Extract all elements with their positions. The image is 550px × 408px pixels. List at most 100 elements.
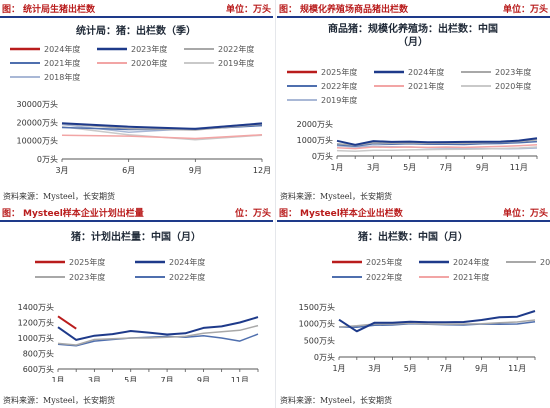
header-title: 规模化养殖场商品猪出栏数 [300, 4, 409, 15]
x-tick-label: 1月 [51, 376, 64, 382]
x-tick-label: 7月 [439, 364, 452, 373]
header-unit: 单位：万头 [502, 208, 548, 219]
x-tick-label: 5月 [404, 364, 417, 373]
source-note: 资料来源：Mysteel，长安期货 [3, 192, 116, 201]
legend-label: 2022年度 [321, 81, 357, 91]
legend-label: 2022年度 [169, 272, 205, 282]
y-tick-label: 800万头 [23, 349, 54, 359]
chart-large-scale-farms: 商品猪：规模化养殖场：出栏数：中国（月） 2025年度 2024年度 2023年度 20… [287, 22, 538, 172]
series-line [61, 134, 263, 140]
panel-header: 图： Mysteel样本企业出栏数 单位：万头 [277, 204, 550, 222]
y-tick-label: 2000万头 [297, 119, 333, 129]
y-tick-label: 1200万头 [18, 318, 54, 328]
series-line [336, 144, 538, 150]
panel-planned-slaughter: 图： Mysteel样本企业计划出栏量 位：万头 猪：计划出栏量：中国（月） 202… [0, 204, 273, 408]
legend-label: 2024年度 [169, 257, 205, 267]
x-tick-label: 7月 [440, 163, 453, 172]
panel-stats-bureau: 图： 统计局生猪出栏数 单位：万头 统计局：猪：出栏数（季） 2024年度 2023年… [0, 0, 273, 204]
y-tick-label: 0万头 [312, 151, 333, 161]
header-title: Mysteel样本企业出栏数 [300, 208, 403, 219]
y-tick-label: 1000万头 [18, 333, 54, 343]
series-line [336, 140, 538, 147]
y-tick-label: 1000万头 [299, 319, 335, 329]
x-tick-label: 3月 [55, 166, 68, 175]
legend-label: 2021年度 [44, 58, 80, 68]
x-tick-label: 11月 [231, 376, 249, 382]
y-tick-label: 1500万头 [299, 302, 335, 312]
legend-label: 2024年度 [44, 44, 80, 54]
x-tick-label: 12月 [253, 166, 271, 175]
x-tick-label: 9月 [197, 376, 210, 382]
y-tick-label: 0万头 [37, 154, 58, 164]
x-tick-label: 1月 [330, 163, 343, 172]
source-note: 资料来源：Mysteel，长安期货 [280, 396, 393, 405]
series-line [57, 315, 77, 330]
legend-label: 2024年度 [453, 257, 489, 267]
legend-label: 2022年度 [366, 272, 402, 282]
y-tick-label: 10000万头 [17, 136, 58, 146]
legend-label: 2019年度 [321, 95, 357, 105]
legend-label: 2023年度 [69, 272, 105, 282]
x-tick-label: 5月 [124, 376, 137, 382]
chart-title-line: （月） [398, 35, 428, 48]
header-title: 统计局生猪出栏数 [23, 4, 96, 15]
legend-label: 2025年度 [69, 257, 105, 267]
header-prefix: 图： [2, 4, 21, 15]
header-unit: 单位：万头 [225, 4, 271, 15]
panel-large-scale-farms: 图： 规模化养殖场商品猪出栏数 单位：万头 商品猪：规模化养殖场：出栏数：中国（月… [277, 0, 550, 204]
x-tick-label: 1月 [332, 364, 345, 373]
column-divider [275, 0, 276, 408]
legend-label: 2023年度 [540, 257, 550, 267]
header-prefix: 图： [2, 208, 21, 219]
series-line [57, 324, 259, 346]
x-tick-label: 5月 [403, 163, 416, 172]
header-prefix: 图： [279, 4, 298, 15]
panel-header: 图： Mysteel样本企业计划出栏量 位：万头 [0, 204, 273, 222]
x-tick-label: 11月 [510, 163, 528, 172]
chart-title: 猪：出栏数：中国（月） [357, 230, 468, 243]
header-unit: 单位：万头 [502, 4, 548, 15]
x-tick-label: 6月 [122, 166, 135, 175]
y-tick-label: 20000万头 [17, 117, 58, 127]
chart-stats-bureau: 统计局：猪：出栏数（季） 2024年度 2023年度 2022年度 2021年度 2020… [10, 24, 271, 175]
chart-planned-slaughter: 猪：计划出栏量：中国（月） 2025年度 2024年度 2023年度 2022年度 600… [18, 230, 259, 382]
series-line [57, 316, 259, 341]
legend-label: 2021年度 [408, 81, 444, 91]
legend-label: 2019年度 [218, 58, 254, 68]
panel-sample-slaughter: 图： Mysteel样本企业出栏数 单位：万头 猪：出栏数：中国（月） 2025年度… [277, 204, 550, 408]
chart-sample-slaughter: 猪：出栏数：中国（月） 2025年度 2024年度 2023年度 2022年度 2021年… [299, 230, 550, 373]
series-line [336, 137, 538, 146]
x-tick-label: 3月 [368, 364, 381, 373]
header-title: Mysteel样本企业计划出栏量 [23, 208, 144, 219]
x-tick-label: 3月 [367, 163, 380, 172]
header-prefix: 图： [279, 208, 298, 219]
y-tick-label: 30000万头 [17, 99, 58, 109]
chart-title: 猪：计划出栏量：中国（月） [70, 230, 201, 243]
x-tick-label: 9月 [475, 364, 488, 373]
legend-label: 2018年度 [44, 72, 80, 82]
y-tick-label: 1400万头 [18, 302, 54, 312]
chart-title: 统计局：猪：出栏数（季） [76, 24, 196, 37]
legend-label: 2024年度 [408, 67, 444, 77]
legend-label: 2023年度 [131, 44, 167, 54]
y-tick-label: 0万头 [314, 352, 335, 362]
chart-title-line: 商品猪：规模化养殖场：出栏数：中国 [328, 22, 498, 35]
y-tick-label: 500万头 [304, 335, 335, 345]
x-tick-label: 9月 [189, 166, 202, 175]
panel-header: 图： 统计局生猪出栏数 单位：万头 [0, 0, 273, 18]
series-line [61, 122, 263, 130]
y-tick-label: 1000万头 [297, 135, 333, 145]
legend-label: 2020年度 [131, 58, 167, 68]
panel-header: 图： 规模化养殖场商品猪出栏数 单位：万头 [277, 0, 550, 18]
source-note: 资料来源：Mysteel，长安期货 [280, 192, 393, 201]
legend-label: 2021年度 [453, 272, 489, 282]
x-tick-label: 9月 [476, 163, 489, 172]
legend-label: 2020年度 [495, 81, 531, 91]
x-tick-label: 3月 [88, 376, 101, 382]
legend-label: 2022年度 [218, 44, 254, 54]
y-tick-label: 600万头 [23, 364, 54, 374]
legend-label: 2023年度 [495, 67, 531, 77]
chart-title: 商品猪：规模化养殖场：出栏数：中国（月） [328, 22, 498, 48]
x-tick-label: 11月 [508, 364, 526, 373]
